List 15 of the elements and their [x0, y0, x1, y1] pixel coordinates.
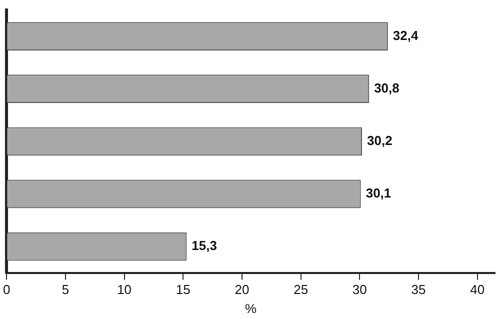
data-label: 15,3 [192, 238, 217, 254]
x-tick-label: 20 [234, 282, 250, 298]
x-tick-label: 40 [470, 282, 485, 298]
x-tick-label: 35 [411, 282, 426, 298]
x-axis-title: % [245, 300, 258, 316]
data-label: 30,1 [366, 186, 392, 201]
x-tick-label: 15 [176, 282, 190, 298]
x-tick-label: 0 [3, 282, 10, 298]
x-tick-label: 25 [294, 282, 308, 298]
x-tick-label: 30 [352, 282, 367, 298]
data-label: 30,8 [374, 80, 400, 96]
data-label: 30,2 [367, 132, 392, 148]
x-tick-label: 5 [62, 282, 70, 298]
data-label: 32,4 [392, 28, 419, 43]
x-tick-label: 10 [117, 282, 132, 298]
